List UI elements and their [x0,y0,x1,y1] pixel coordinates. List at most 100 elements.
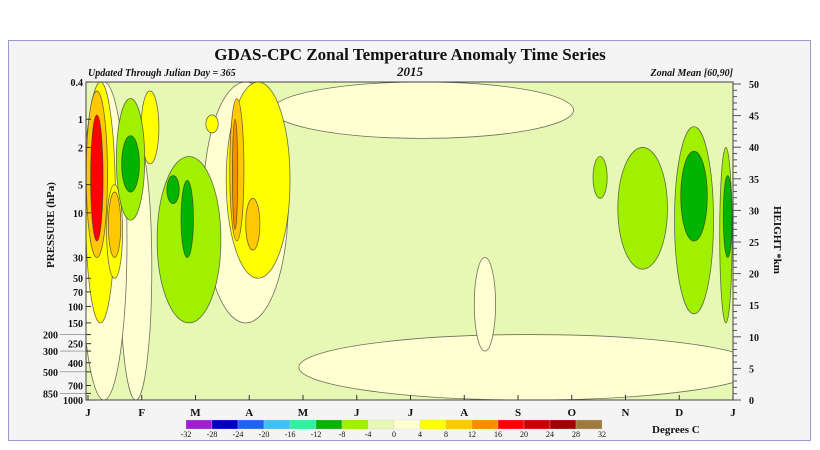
colorbar-tick-label: 24 [546,430,554,439]
axes: J F M A M J J A S O N D J0.4125103050701001502002503… [43,78,759,419]
x-tick-label: M [298,407,309,419]
colorbar-swatch [497,419,525,430]
y-tick-label: 200 [43,331,58,342]
colorbar-tick-label: 4 [418,430,422,439]
colorbar-tick-label: -20 [259,430,270,439]
colorbar-tick-label: -8 [339,430,346,439]
y-tick-label: 100 [68,302,83,313]
y-tick-label: 150 [68,319,83,330]
anomaly-contour [245,197,261,251]
x-tick-label: A [460,407,468,419]
colorbar-tick-label: 0 [392,430,396,439]
colorbar-label: Degrees C [652,424,700,436]
y2-tick-label: 5 [749,364,754,375]
colorbar-swatch [263,419,291,430]
x-tick-label: J [85,407,91,419]
colorbar-swatch [575,419,603,430]
x-tick-label: J [354,407,360,419]
anomaly-contour [617,147,668,270]
anomaly-contour [298,334,733,400]
colorbar-swatch [471,419,499,430]
colorbar: -32 -28 -24 -20 -16 -12 -8 -4 0 4 8 12 16 20 24 28 32 [181,419,606,439]
colorbar-tick-label: -4 [365,430,372,439]
x-tick-label: N [622,407,630,419]
x-tick-label: S [515,407,521,419]
y-tick-label: 0.4 [71,78,84,89]
colorbar-tick-label: -28 [207,430,218,439]
colorbar-swatch [315,419,343,430]
subtitle-center: 2015 [396,64,424,79]
anomaly-contour [232,118,239,230]
x-tick-label: O [567,407,576,419]
colorbar-swatch [341,419,369,430]
anomaly-contour [473,257,496,352]
y2-axis-label: HEIGHT *km [771,206,783,274]
x-tick-label: D [675,407,683,419]
colorbar-tick-label: 28 [572,430,580,439]
anomaly-contour [121,135,140,193]
colorbar-tick-label: -32 [181,430,192,439]
y-tick-label: 10 [73,209,83,220]
y2-tick-label: 0 [749,396,754,407]
colorbar-tick-label: 16 [494,430,502,439]
colorbar-swatch [549,419,577,430]
y2-tick-label: 15 [749,301,759,312]
y2-tick-label: 40 [749,143,759,154]
colorbar-tick-label: -24 [233,430,244,439]
anomaly-contour [90,114,104,242]
anomaly-contour [180,179,194,258]
y-tick-label: 50 [73,274,83,285]
y-tick-label: 70 [73,288,83,299]
colorbar-tick-label: 12 [468,430,476,439]
colorbar-tick-label: 32 [598,430,606,439]
anomaly-field [86,82,733,400]
y2-tick-label: 35 [749,175,759,186]
colorbar-swatch [289,419,317,430]
y2-tick-label: 45 [749,112,759,123]
y2-tick-label: 25 [749,238,759,249]
colorbar-tick-label: -12 [311,430,322,439]
y-tick-label: 500 [43,368,58,379]
y-tick-label: 250 [68,340,83,351]
x-tick-label: J [730,407,736,419]
chart-title: GDAS-CPC Zonal Temperature Anomaly Time … [214,45,606,64]
colorbar-swatch [445,419,473,430]
anomaly-contour [722,175,733,258]
colorbar-swatch [523,419,551,430]
y2-tick-label: 20 [749,270,759,281]
x-tick-label: M [190,407,201,419]
y-tick-label: 30 [73,253,83,264]
x-tick-label: A [245,407,253,419]
anomaly-contour [271,82,574,139]
y2-tick-label: 10 [749,333,759,344]
y-tick-label: 5 [78,181,83,192]
y-tick-label: 300 [43,347,58,358]
y-tick-label: 1000 [63,396,83,407]
anomaly-contour [680,150,708,242]
anomaly-contour [205,114,219,134]
colorbar-tick-label: -16 [285,430,296,439]
anomaly-contour [107,191,122,258]
subtitle-left: Updated Through Julian Day = 365 [88,68,236,79]
y2-tick-label: 30 [749,206,759,217]
colorbar-tick-label: 8 [444,430,448,439]
colorbar-swatch [393,419,421,430]
colorbar-swatch [211,419,239,430]
y-tick-label: 1 [78,115,83,126]
colorbar-swatch [419,419,447,430]
y-tick-label: 850 [43,389,58,400]
colorbar-swatch [237,419,265,430]
colorbar-swatch [185,419,213,430]
colorbar-tick-label: 20 [520,430,528,439]
y2-tick-label: 50 [749,80,759,91]
y-axis-label: PRESSURE (hPa) [45,182,57,268]
anomaly-contour [592,156,608,199]
x-tick-label: F [138,407,145,419]
plot-border [85,81,734,401]
subtitle-right: Zonal Mean [60,90] [650,68,734,79]
x-tick-label: J [408,407,414,419]
colorbar-swatch [367,419,395,430]
y-tick-label: 700 [68,382,83,393]
y-tick-label: 400 [68,359,83,370]
